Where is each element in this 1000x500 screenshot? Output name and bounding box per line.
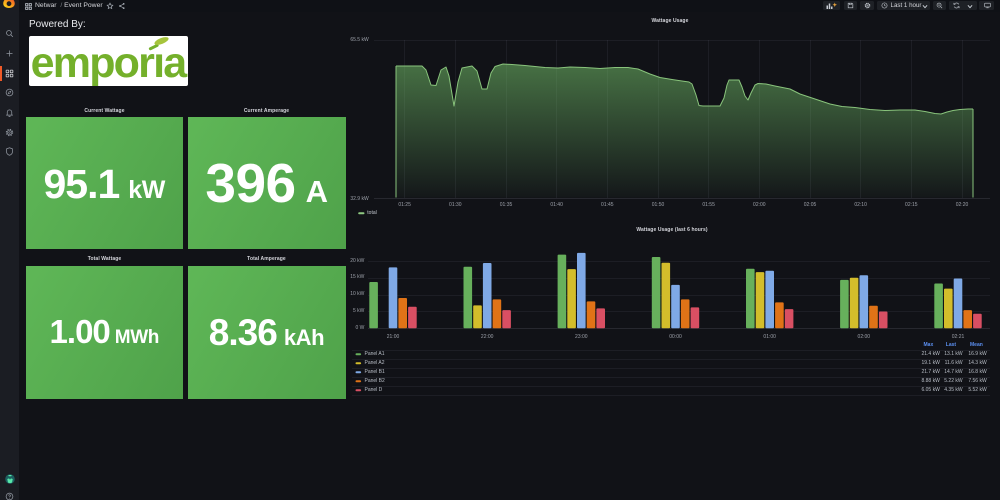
- svg-text:emporıa: emporıa: [31, 39, 188, 86]
